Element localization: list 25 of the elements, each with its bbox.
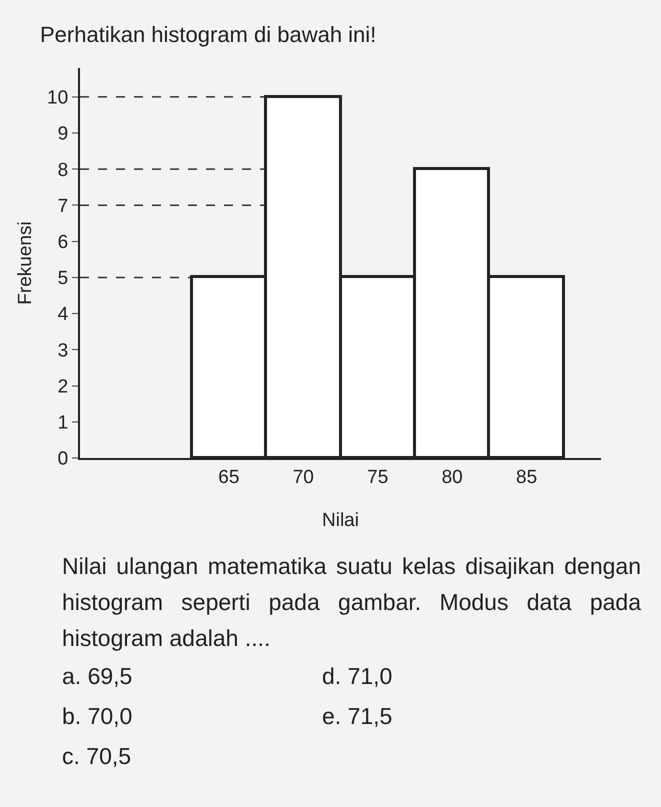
x-tick-label: 85 [516, 466, 538, 488]
text: c. 70,5 [62, 742, 132, 771]
chart-title: Perhatikan histogram di bawah ini! [39, 21, 378, 48]
text: e. 71,5 [322, 702, 394, 731]
y-tick-label: 3 [58, 340, 68, 362]
y-tick-label: 2 [58, 376, 68, 398]
text: Nilai ulangan matematika suatu kelas disajikan dengan histogram seperti pada gambar. Modus data pada histogram adalah .... [61, 552, 642, 653]
y-tick-label: 4 [58, 304, 69, 326]
y-tick-label: 1 [58, 412, 68, 434]
y-tick-label: 8 [58, 160, 68, 181]
y-axis-title: Frekuensi [15, 221, 36, 305]
y-tick-label: 5 [58, 268, 68, 290]
y-tick-label: 7 [58, 196, 68, 217]
x-tick-label: 65 [218, 466, 240, 488]
x-tick-label: 70 [292, 466, 314, 488]
y-tick-label: 6 [58, 232, 68, 253]
text: a. 69,5 [62, 662, 134, 691]
y-tick-label: 10 [47, 88, 68, 109]
x-tick-label: 80 [442, 466, 463, 488]
text: b. 70,0 [62, 702, 134, 731]
y-tick-label: 0 [58, 448, 68, 470]
text: d. 71,0 [322, 662, 394, 691]
x-tick-label: 75 [367, 466, 388, 488]
x-axis-title: Nilai [322, 510, 359, 531]
y-tick-label: 9 [58, 124, 68, 145]
